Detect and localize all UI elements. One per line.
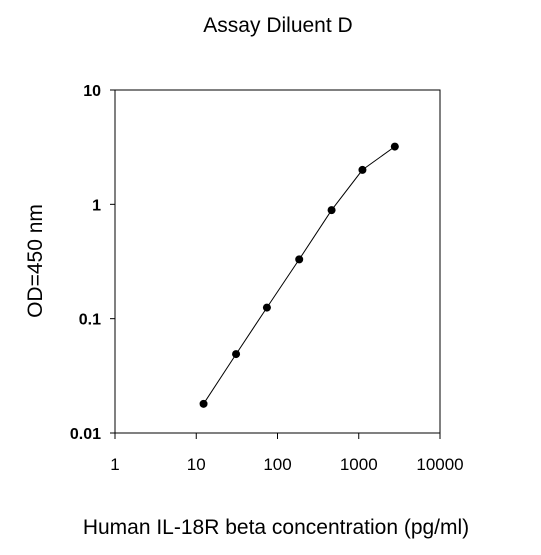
y-axis-ticks: 10 1 0.1 0.01 — [70, 83, 115, 443]
data-point — [295, 255, 304, 264]
data-point — [390, 142, 399, 151]
x-tick-label: 100 — [263, 455, 291, 474]
x-tick-label: 1000 — [340, 455, 378, 474]
data-point — [327, 206, 336, 215]
y-axis-label: OD=450 nm — [24, 204, 47, 318]
data-point — [232, 350, 241, 359]
x-tick-label: 1 — [110, 455, 119, 474]
series-points — [199, 142, 399, 408]
y-tick-label: 10 — [83, 83, 101, 100]
data-point — [262, 303, 271, 312]
y-tick-label: 0.1 — [79, 312, 101, 329]
data-point — [358, 165, 367, 174]
x-axis-label: Human IL-18R beta concentration (pg/ml) — [83, 516, 469, 539]
y-tick-label: 1 — [92, 197, 101, 214]
chart-title: Assay Diluent D — [203, 14, 352, 37]
x-axis-ticks: 1 10 100 1000 10000 — [110, 433, 464, 474]
series-line — [203, 146, 396, 405]
plot-area-frame — [114, 89, 441, 434]
x-tick-label: 10 — [187, 455, 206, 474]
y-tick-label: 0.01 — [70, 426, 101, 443]
x-tick-label: 10000 — [416, 455, 463, 474]
data-point — [199, 399, 208, 408]
